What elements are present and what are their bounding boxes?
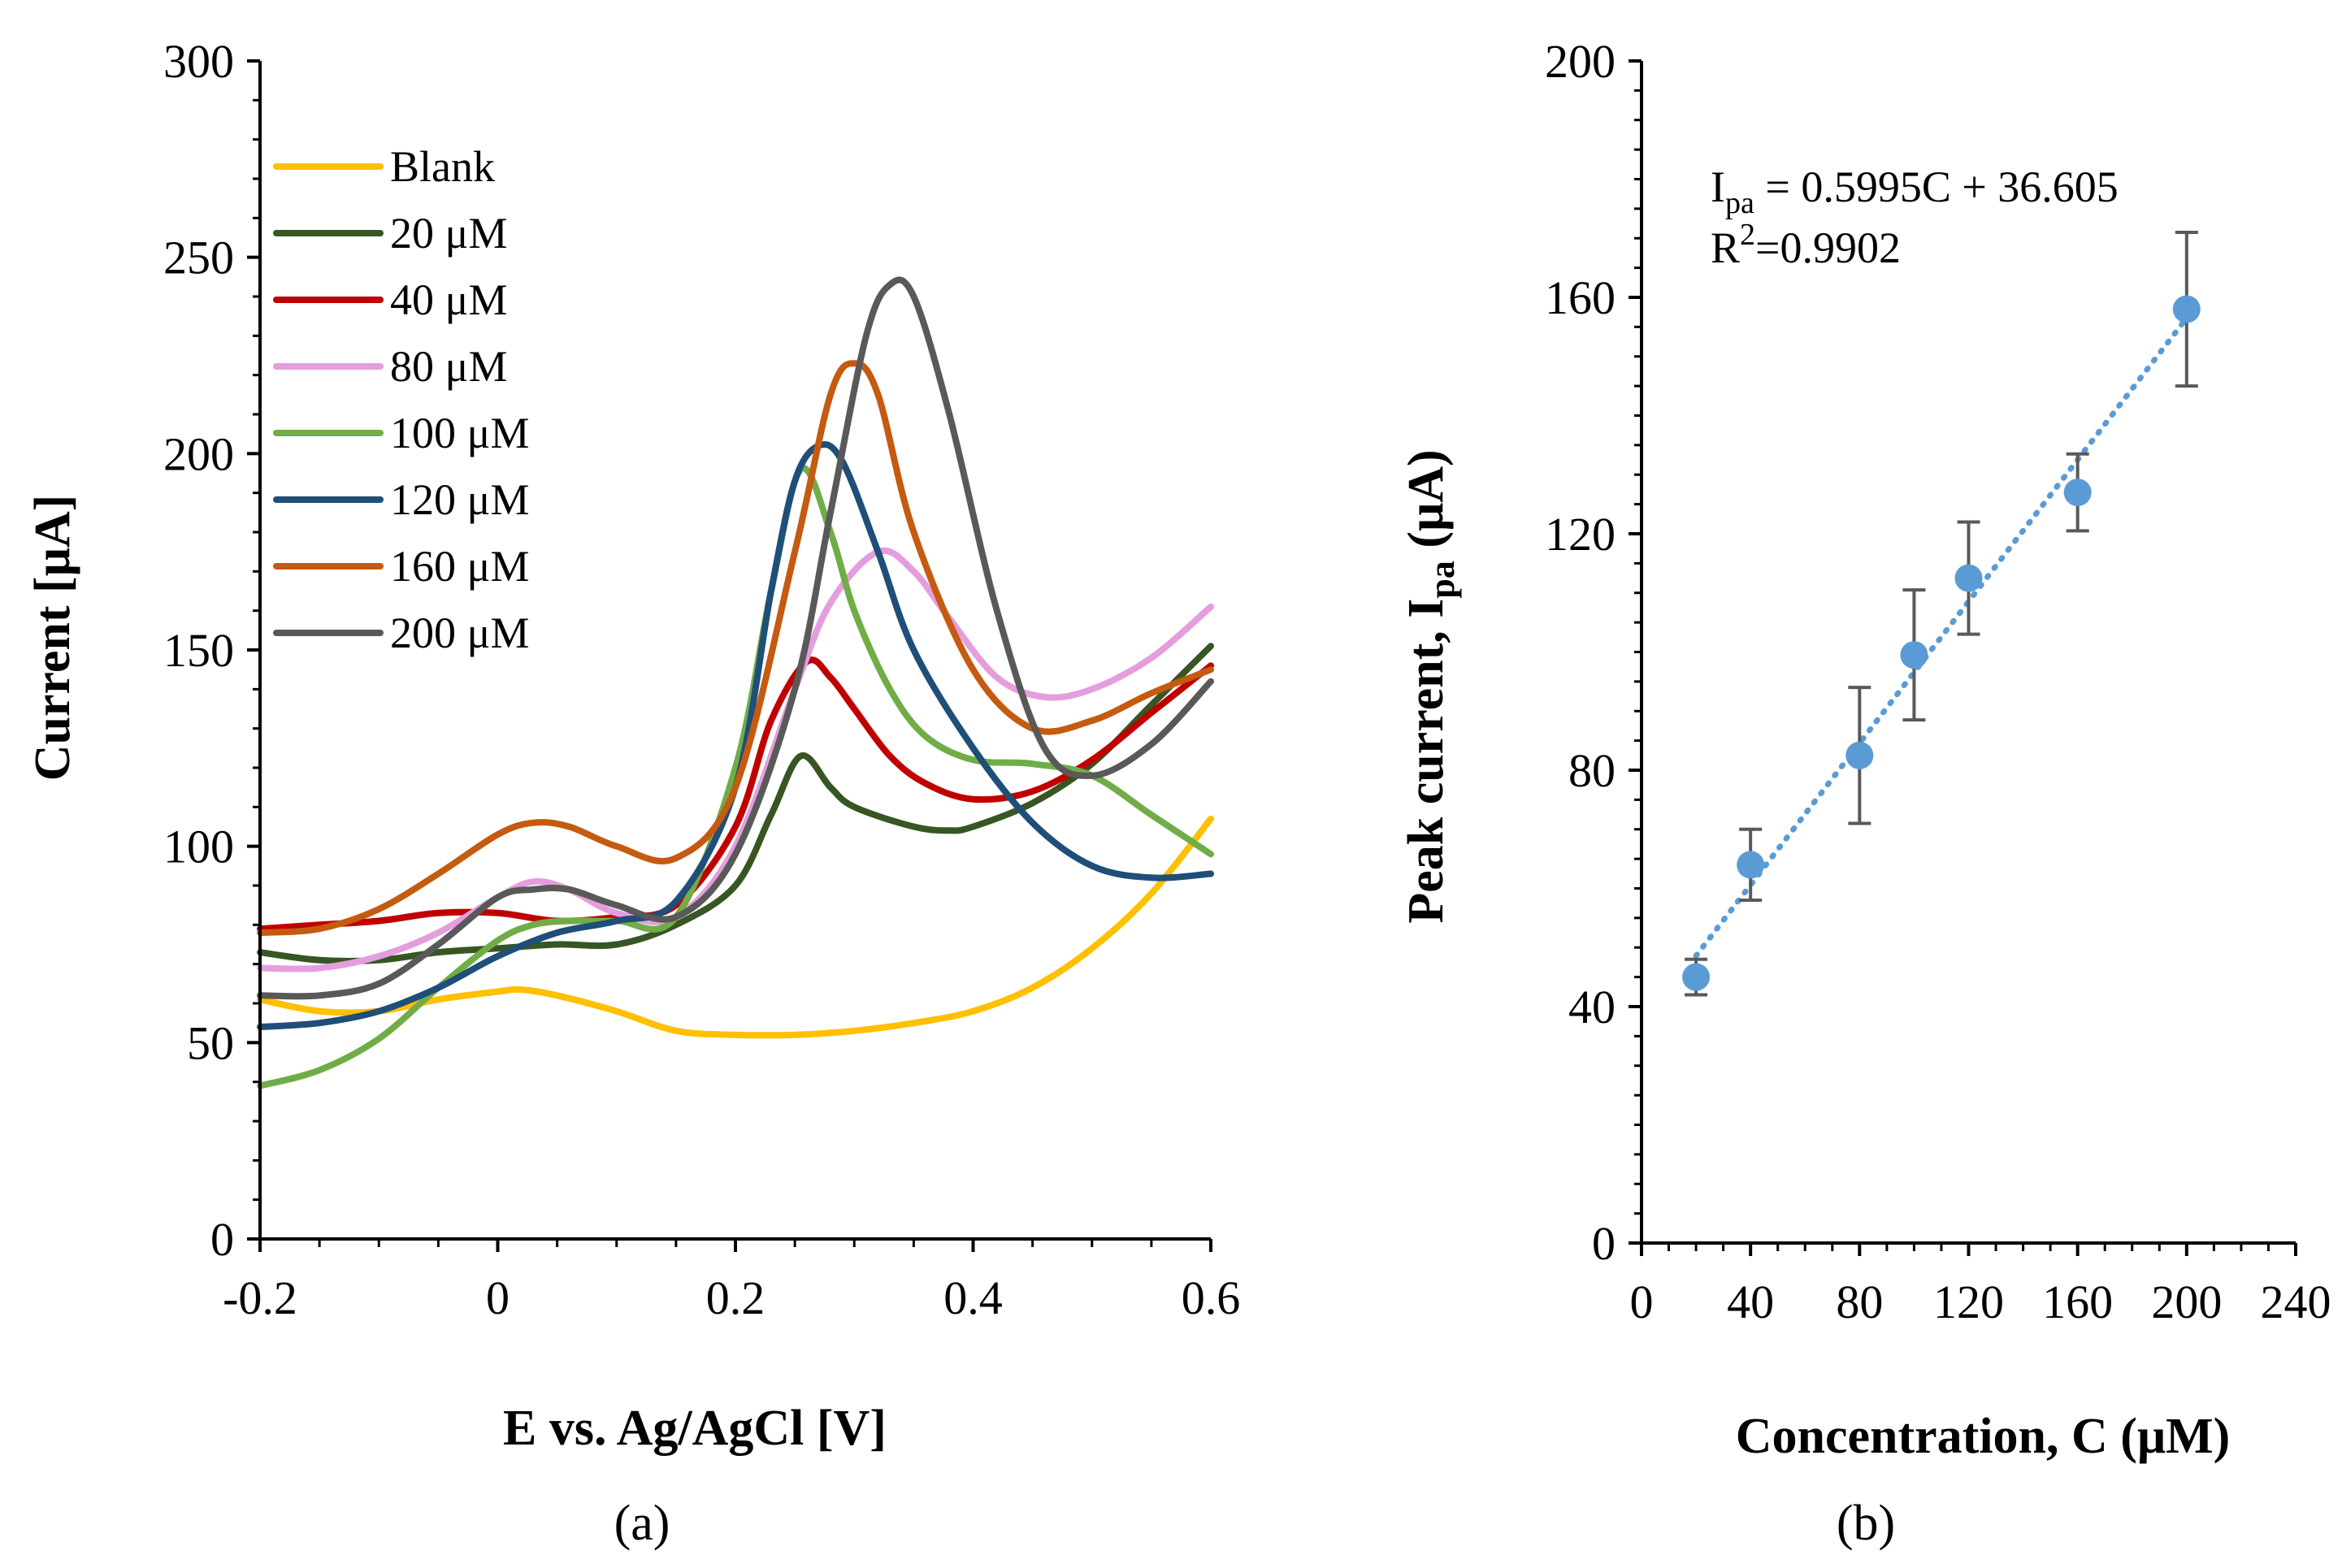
r2-superscript: 2 xyxy=(1740,218,1755,252)
panel-a-x-tick-label: 0.2 xyxy=(706,1271,765,1324)
panel-a-legend: Blank 20 μM 40 μM 80 μM 100 μM 120 μM 160 μM 20… xyxy=(273,142,529,657)
legend-label-3: 80 μM xyxy=(390,342,507,391)
panel-b-y-tick-label: 120 xyxy=(1545,508,1616,561)
cv-curve-6 xyxy=(257,360,1214,936)
regression-equation: Ipa = 0.5995C + 36.605 xyxy=(1711,162,2119,220)
cv-curve-7 xyxy=(257,276,1214,1000)
panel-b-axes: 0 40 80 120 160 200 0 40 80 120 160 200 240 xyxy=(1545,35,2331,1328)
panel-a-y-tick-label: 0 xyxy=(210,1213,234,1266)
panel-b-x-tick-label: 80 xyxy=(1836,1276,1883,1328)
cv-curve-2 xyxy=(257,656,1214,933)
eq-rest: = 0.5995C + 36.605 xyxy=(1754,162,2119,211)
data-marker xyxy=(2063,479,2092,507)
data-point-3 xyxy=(1900,588,1928,722)
legend-label-1: 20 μM xyxy=(390,209,507,258)
panel-b-y-tick-label: 0 xyxy=(1592,1217,1616,1270)
cv-curve-0 xyxy=(257,815,1214,1039)
panel-a-x-tick-label: 0.6 xyxy=(1182,1271,1241,1324)
trendline xyxy=(1693,314,2190,959)
data-marker xyxy=(1900,641,1928,669)
panel-a-y-tick-label: 50 xyxy=(187,1016,234,1069)
panel-b-y-tick-label: 80 xyxy=(1568,744,1616,797)
panel-b-y-tick-label: 40 xyxy=(1568,981,1616,1033)
panel-a-y-tick-label: 150 xyxy=(163,624,234,677)
data-point-6 xyxy=(2172,230,2201,388)
legend-label-4: 100 μM xyxy=(390,409,529,457)
eq-prefix: I xyxy=(1711,162,1725,211)
data-marker xyxy=(1954,564,1983,592)
legend-label-2: 40 μM xyxy=(390,275,507,324)
panel-b-x-axis-title: Concentration, C (μM) xyxy=(1736,1409,2231,1464)
panel-a-y-tick-label: 200 xyxy=(163,427,234,480)
data-point-0 xyxy=(1682,957,1711,997)
panel-b-label: (b) xyxy=(1837,1496,1895,1551)
panel-b-y-axis-title: Peak current, Ipa (μA) xyxy=(1399,449,1462,923)
eq-subscript: pa xyxy=(1725,186,1754,220)
panel-b-ylabel-main: Peak current, I xyxy=(1399,599,1454,924)
panel-b-x-tick-label: 160 xyxy=(2042,1276,2113,1328)
data-marker xyxy=(1845,741,1874,769)
panel-b-x-tick-label: 0 xyxy=(1630,1276,1654,1328)
panel-b-x-tick-label: 40 xyxy=(1727,1276,1774,1328)
data-marker xyxy=(1737,851,1765,879)
panel-a-label: (a) xyxy=(614,1496,670,1551)
legend-label-0: Blank xyxy=(390,142,495,191)
panel-a-y-tick-label: 250 xyxy=(163,232,234,284)
cv-curve-1 xyxy=(257,643,1214,964)
trendline-layer xyxy=(1693,314,2190,959)
data-point-1 xyxy=(1737,827,1765,903)
panel-b-x-tick-label: 120 xyxy=(1933,1276,2004,1328)
data-marker xyxy=(1682,963,1711,991)
panel-b-x-tick-label: 200 xyxy=(2151,1276,2222,1328)
cv-curve-5 xyxy=(257,440,1214,1030)
panel-a-x-tick-label: -0.2 xyxy=(223,1271,297,1324)
panel-a-y-tick-label: 300 xyxy=(163,35,234,88)
panel-a-x-tick-label: 0.4 xyxy=(943,1271,1003,1324)
data-points-layer xyxy=(1682,230,2201,997)
r2-prefix: R xyxy=(1711,223,1740,272)
panel-b-chart: 0 40 80 120 160 200 0 40 80 120 160 200 240 Ipa = 0.… xyxy=(1399,35,2331,1551)
panel-a-y-axis-title: Current [μA] xyxy=(25,495,80,782)
legend-label-5: 120 μM xyxy=(390,475,529,524)
panel-a-y-tick-label: 100 xyxy=(163,821,234,873)
panel-b-y-tick-label: 200 xyxy=(1545,35,1616,88)
legend-label-7: 200 μM xyxy=(390,609,529,657)
panel-b-y-tick-label: 160 xyxy=(1545,271,1616,324)
data-point-4 xyxy=(1954,520,1983,636)
legend-label-6: 160 μM xyxy=(390,542,529,591)
data-point-2 xyxy=(1845,686,1874,825)
panel-b-ylabel-tail: (μA) xyxy=(1399,449,1454,561)
data-point-5 xyxy=(2063,452,2092,533)
panel-a-x-tick-label: 0 xyxy=(486,1271,510,1324)
panel-b-x-tick-label: 240 xyxy=(2261,1276,2331,1328)
panel-b-ylabel-sub: pa xyxy=(1422,561,1462,598)
r-squared: R2=0.9902 xyxy=(1711,218,1901,272)
panel-a-x-axis-title: E vs. Ag/AgCl [V] xyxy=(503,1401,887,1456)
data-marker xyxy=(2172,295,2201,323)
r2-rest: =0.9902 xyxy=(1755,223,1901,272)
cv-curves xyxy=(257,276,1214,1089)
